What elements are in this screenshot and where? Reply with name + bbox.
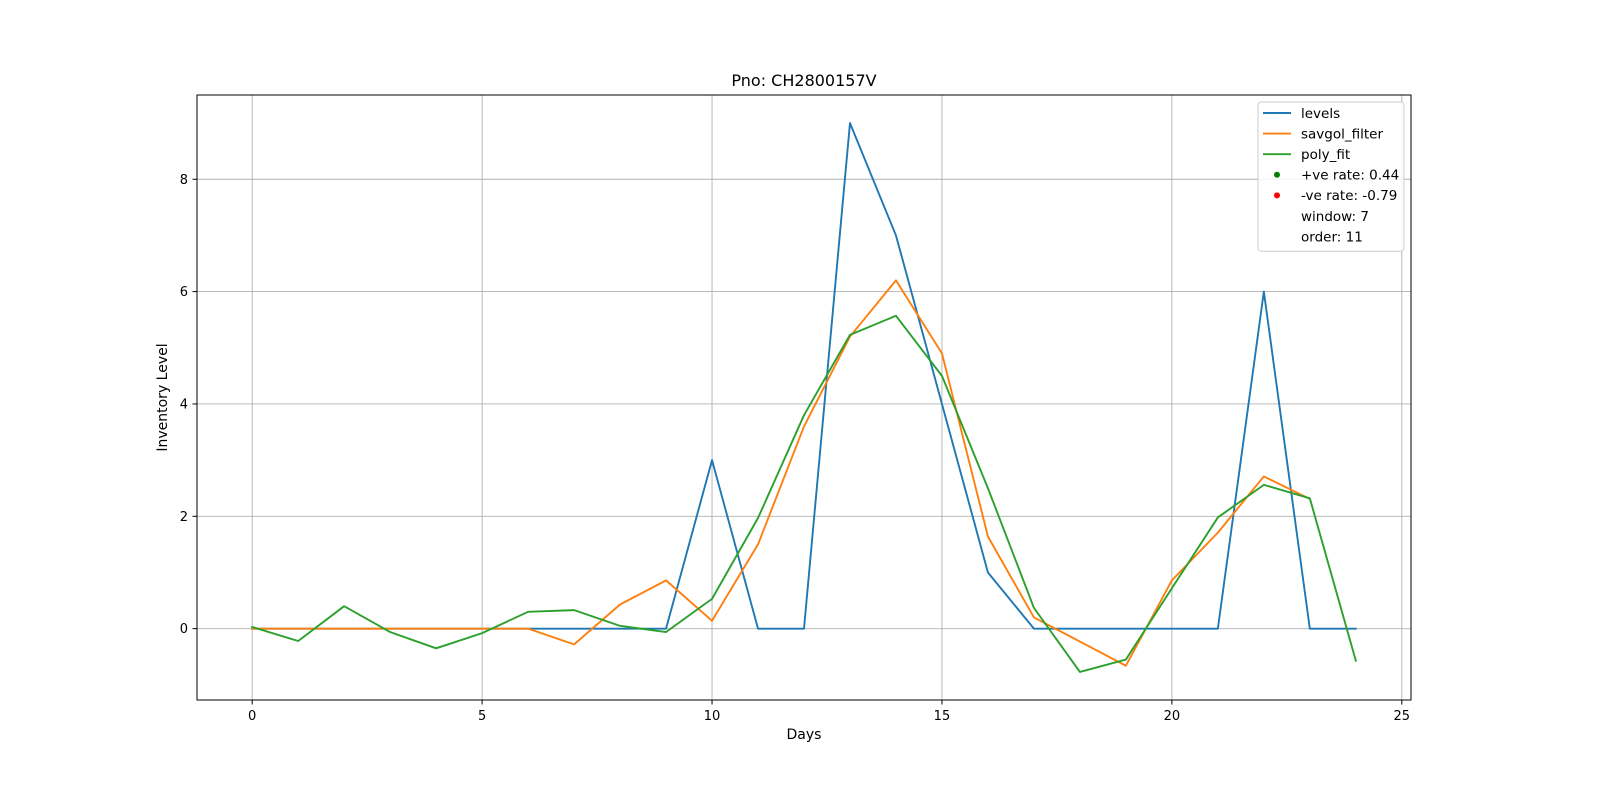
x-tick-label: 25 [1394,709,1411,724]
legend-dot-swatch [1274,192,1280,199]
legend-entry-label: savgol_filter [1301,126,1383,142]
y-tick-label: 0 [180,622,188,637]
y-axis-label: Inventory Level [155,343,171,451]
legend-dot-swatch [1274,171,1280,178]
series-line-levels [251,122,1357,630]
x-tick-label: 5 [478,709,486,724]
y-tick-label: 2 [180,510,188,525]
x-tick-label: 10 [704,709,721,724]
legend-box [1257,101,1405,252]
x-tick-label: 20 [1164,709,1181,724]
axis-ticks: 0 5 10 15 20 25 0 2 4 6 8 [180,173,1410,724]
legend-entry-label: order: 11 [1301,229,1363,245]
legend-entry-label: +ve rate: 0.44 [1301,168,1399,184]
chart-title: Pno: CH2800157V [731,71,876,90]
series-line-poly-fit [250,314,1357,673]
y-tick-label: 8 [180,173,188,188]
x-axis-label: Days [787,727,822,743]
x-tick-label: 15 [934,709,951,724]
y-tick-label: 6 [180,285,188,300]
grid-lines [197,95,1411,700]
legend-entry-label: window: 7 [1301,209,1369,225]
legend-entry-label: -ve rate: -0.79 [1301,188,1397,204]
plot-area-frame [196,94,1412,701]
series-line-savgol-filter [251,279,1312,667]
legend: levels savgol_filter poly_fit +ve rate: 0.4… [1257,101,1405,252]
legend-entry-label: levels [1301,106,1340,122]
y-tick-label: 4 [180,397,188,412]
x-tick-label: 0 [248,709,256,724]
legend-entry-label: poly_fit [1301,147,1350,163]
series-lines [250,122,1357,673]
